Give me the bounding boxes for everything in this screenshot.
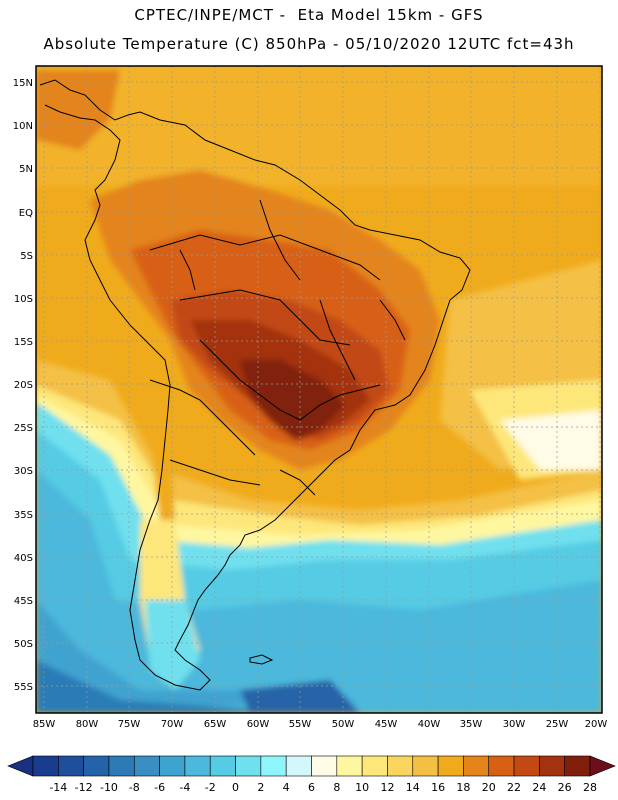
legend-swatch <box>285 755 312 777</box>
legend-swatch <box>463 755 490 777</box>
lat-label: 10N <box>13 121 33 132</box>
legend-swatch <box>387 755 414 777</box>
legend-high-cap <box>589 755 616 777</box>
legend-tick: 16 <box>431 781 445 794</box>
legend-tick: 14 <box>406 781 420 794</box>
legend-swatch <box>564 755 591 777</box>
map-title: CPTEC/INPE/MCT - Eta Model 15km - GFS <box>134 6 484 24</box>
lon-label: 85W <box>33 719 56 730</box>
lon-label: 35W <box>460 719 483 730</box>
legend-tick: 0 <box>232 781 239 794</box>
legend-swatch <box>235 755 262 777</box>
legend-tick: 6 <box>308 781 315 794</box>
coastlines <box>39 79 471 691</box>
lon-label: 50W <box>332 719 355 730</box>
legend-tick: -10 <box>100 781 118 794</box>
lat-label: 55S <box>14 682 33 693</box>
temperature-map: 15N 10N 5N EQ 5S 10S 15S 20S 25S 30S 35S… <box>13 65 608 730</box>
legend-tick: -12 <box>75 781 93 794</box>
legend-swatch <box>184 755 211 777</box>
legend-swatch <box>108 755 135 777</box>
longitude-labels: 85W 80W 75W 70W 65W 60W 55W 50W 45W 40W … <box>33 719 608 730</box>
legend-swatch <box>209 755 236 777</box>
lat-label: 45S <box>14 596 33 607</box>
legend-tick: -2 <box>205 781 216 794</box>
lat-label: EQ <box>19 208 33 219</box>
legend-tick: 28 <box>583 781 597 794</box>
lat-label: 5S <box>20 251 33 262</box>
legend-swatch <box>513 755 540 777</box>
lat-label: 50S <box>14 639 33 650</box>
lon-label: 20W <box>585 719 608 730</box>
legend-tick: -14 <box>49 781 67 794</box>
lat-label: 10S <box>14 294 33 305</box>
map-frame <box>35 65 603 714</box>
lat-label: 25S <box>14 423 33 434</box>
map-subtitle: Absolute Temperature (C) 850hPa - 05/10/… <box>43 35 575 53</box>
lat-label: 20S <box>14 380 33 391</box>
legend-tick: 26 <box>558 781 572 794</box>
legend-swatch <box>412 755 439 777</box>
lon-label: 25W <box>546 719 569 730</box>
color-legend: -14 -12 -10 -8 -6 -4 -2 0 2 4 6 8 10 12 … <box>7 755 616 794</box>
lat-label: 40S <box>14 553 33 564</box>
legend-swatch <box>539 755 565 777</box>
legend-swatch <box>437 755 464 777</box>
legend-tick: 12 <box>380 781 394 794</box>
latitude-labels: 15N 10N 5N EQ 5S 10S 15S 20S 25S 30S 35S… <box>13 78 33 693</box>
legend-low-cap <box>7 755 34 777</box>
legend-tick: -4 <box>179 781 190 794</box>
lon-label: 55W <box>289 719 312 730</box>
legend-swatch <box>361 755 388 777</box>
lon-label: 70W <box>161 719 184 730</box>
legend-swatch <box>311 755 338 777</box>
lat-label: 30S <box>14 466 33 477</box>
legend-swatch <box>260 755 287 777</box>
legend-swatch <box>32 755 59 777</box>
graticule <box>36 66 602 713</box>
temperature-field <box>36 66 602 713</box>
legend-tick: 20 <box>482 781 496 794</box>
legend-swatch <box>133 755 160 777</box>
legend-swatch <box>58 755 84 777</box>
lon-label: 75W <box>118 719 141 730</box>
legend-tick: 18 <box>456 781 470 794</box>
legend-tick: -6 <box>154 781 165 794</box>
legend-tick: -8 <box>129 781 140 794</box>
lon-label: 60W <box>247 719 270 730</box>
legend-tick: 22 <box>507 781 521 794</box>
legend-tick: 10 <box>355 781 369 794</box>
lat-label: 35S <box>14 510 33 521</box>
lat-label: 15S <box>14 337 33 348</box>
falkland-islands <box>249 654 274 665</box>
legend-tick: 8 <box>333 781 340 794</box>
legend-swatch <box>488 755 515 777</box>
lon-label: 80W <box>76 719 99 730</box>
lat-label: 5N <box>19 164 33 175</box>
legend-swatch <box>159 755 186 777</box>
legend-tick: 4 <box>283 781 290 794</box>
lon-label: 65W <box>204 719 227 730</box>
legend-swatch <box>336 755 363 777</box>
legend-swatch <box>83 755 110 777</box>
lon-label: 30W <box>503 719 526 730</box>
lon-label: 40W <box>418 719 441 730</box>
lon-label: 45W <box>375 719 398 730</box>
lat-label: 15N <box>13 78 33 89</box>
legend-tick: 24 <box>532 781 546 794</box>
legend-tick: 2 <box>257 781 264 794</box>
